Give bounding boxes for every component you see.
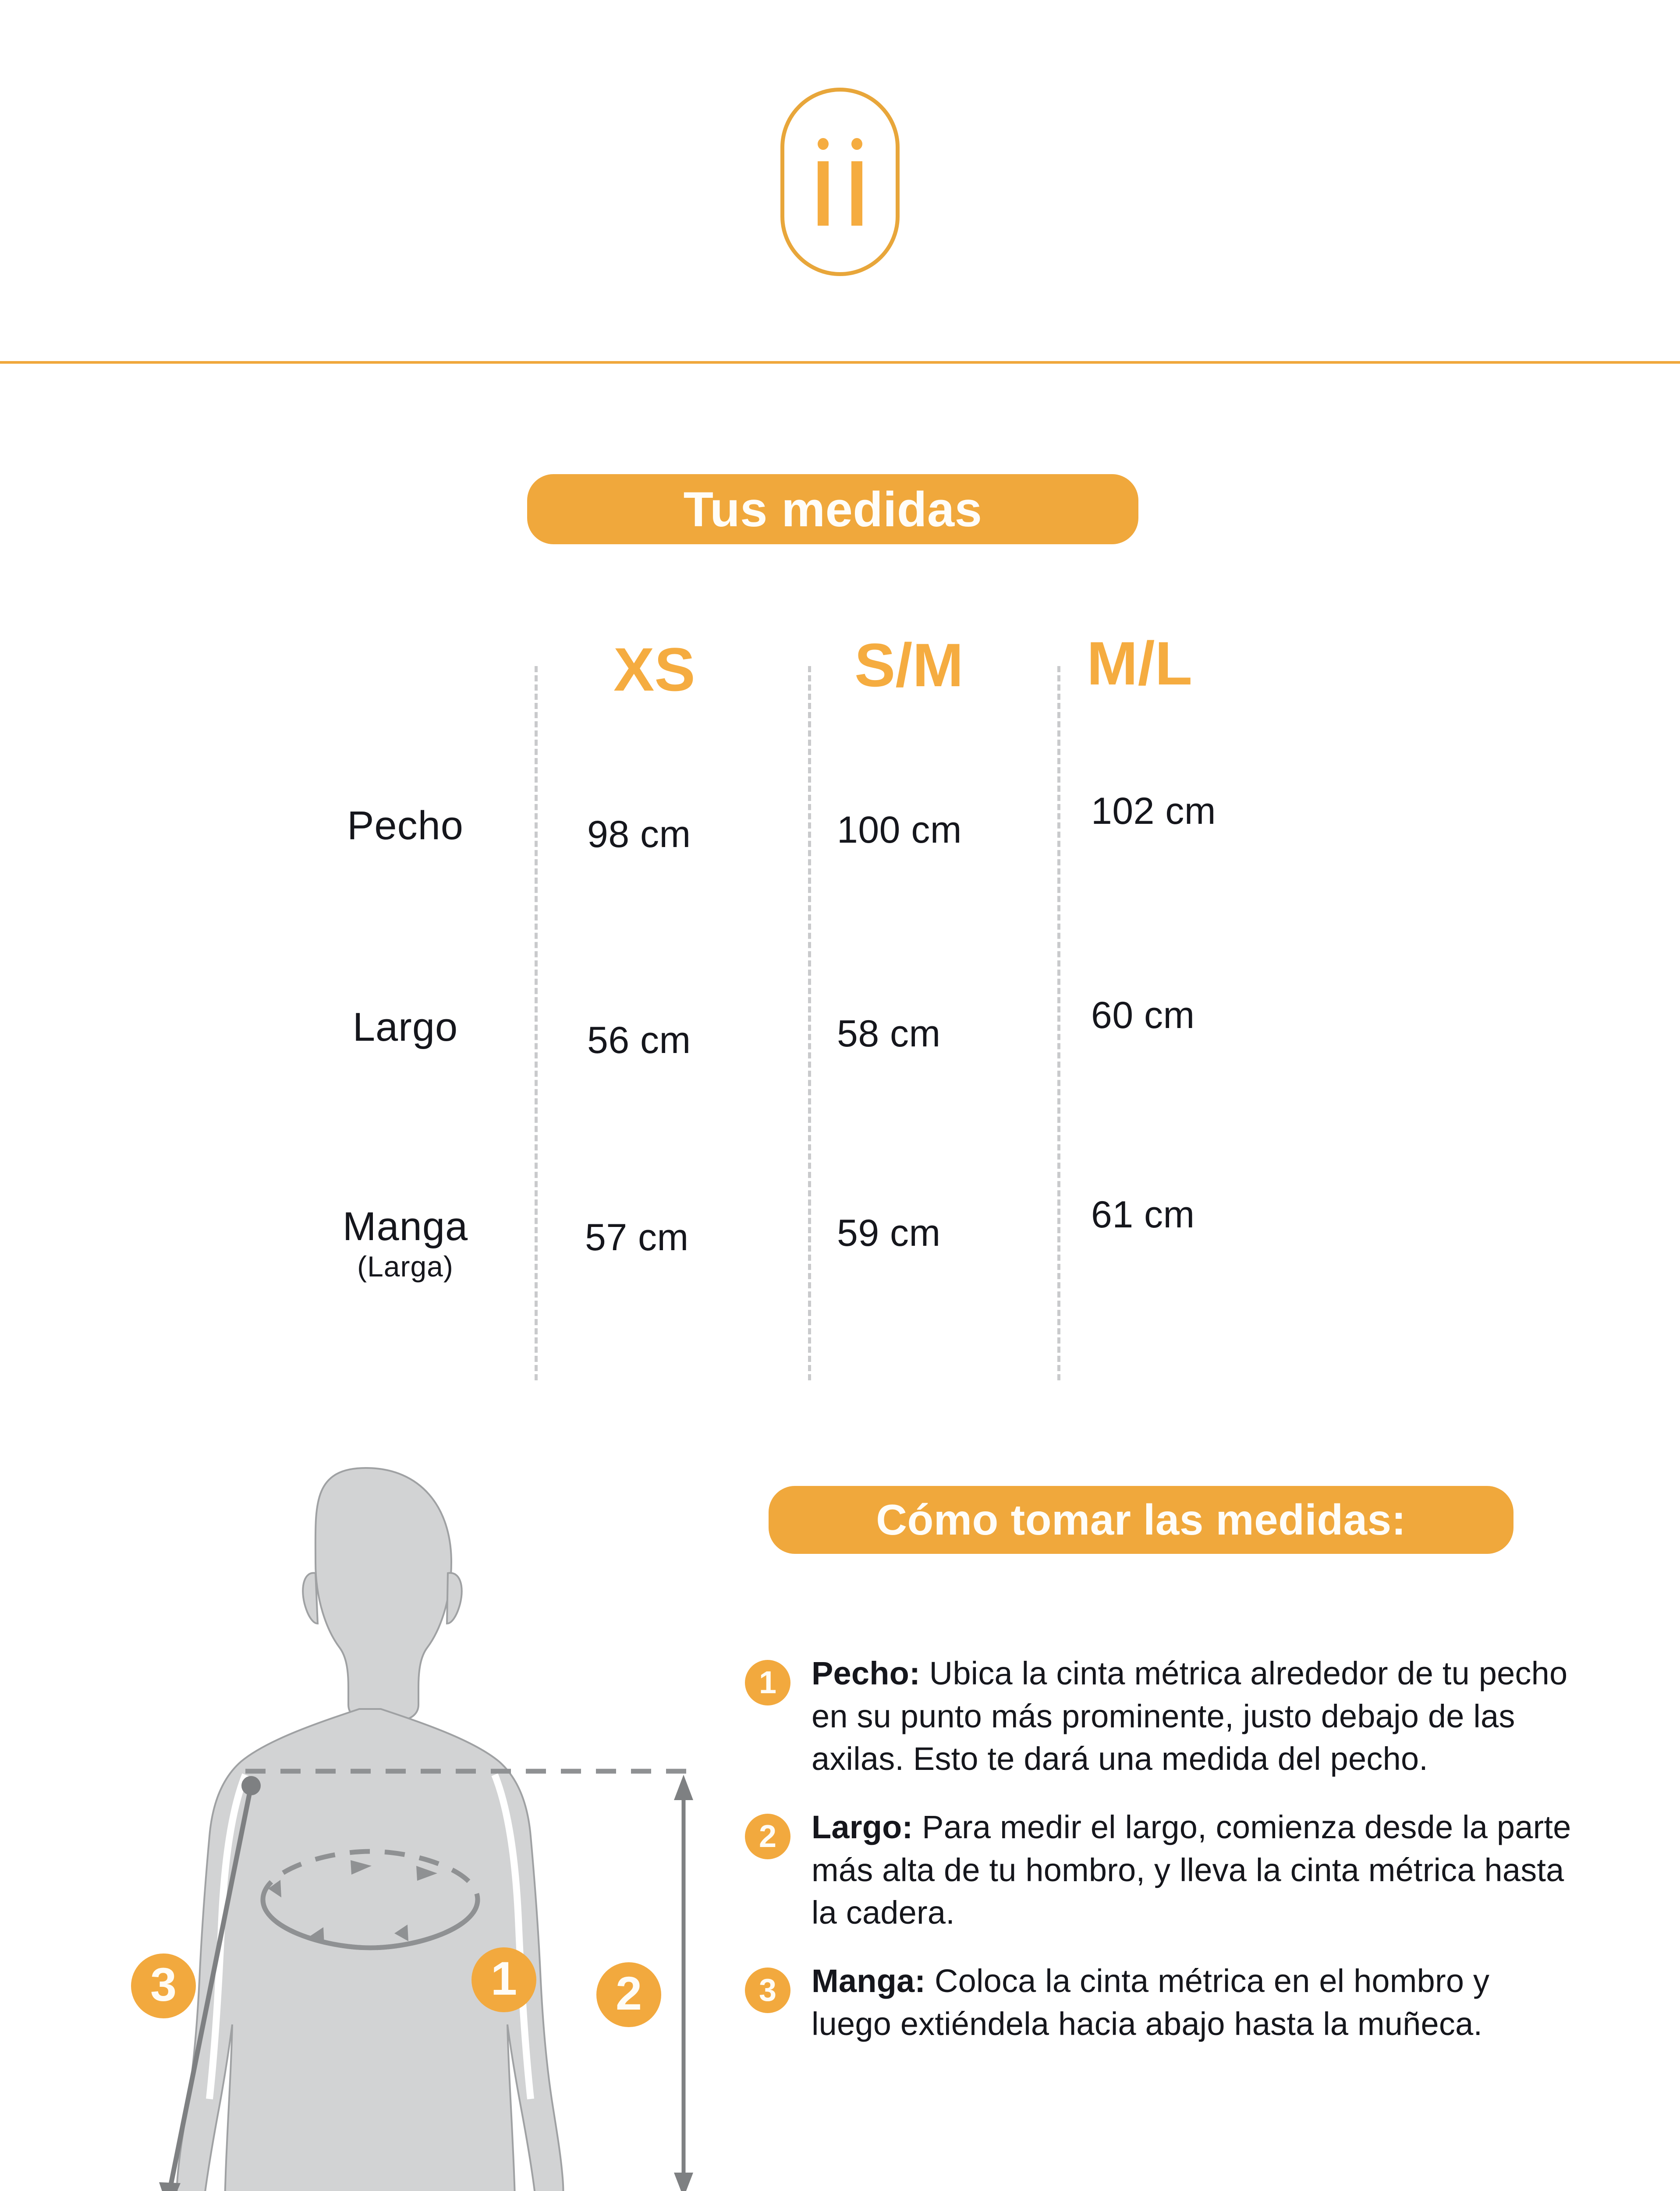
figure-marker-2: 2 <box>596 1962 661 2027</box>
measurements-table: XS S/M M/L Pecho 98 cm 100 cm 102 cm Lar… <box>245 627 1341 1380</box>
figure-marker-3: 3 <box>131 1953 196 2018</box>
column-divider-1 <box>535 666 538 1380</box>
header-divider <box>0 361 1680 364</box>
how-to-measure-title-badge: Cómo tomar las medidas: <box>769 1486 1513 1554</box>
instruction-term-1: Pecho: <box>812 1655 920 1691</box>
cell-manga-sm: 59 cm <box>837 1212 941 1254</box>
size-header-xs: XS <box>613 635 695 704</box>
cell-largo-xs: 56 cm <box>587 1019 691 1061</box>
figure-marker-2-label: 2 <box>616 1967 642 2020</box>
instruction-term-3: Manga: <box>812 1963 926 2000</box>
instruction-badge-2: 2 <box>745 1814 790 1860</box>
instruction-text-1: Pecho: Ubica la cinta métrica alrededor … <box>812 1652 1577 1780</box>
figure-marker-1: 1 <box>471 1947 536 2012</box>
column-divider-2 <box>808 666 811 1380</box>
logo-stem-right <box>851 161 862 226</box>
size-header-ml: M/L <box>1087 629 1193 698</box>
logo-letter-right <box>851 138 862 226</box>
row-label-largo: Largo <box>352 1005 458 1049</box>
instruction-badge-1: 1 <box>745 1660 790 1705</box>
logo-dot-left <box>818 138 829 150</box>
brand-logo-container <box>0 88 1680 276</box>
instruction-item-2: 2 Largo: Para medir el largo, comienza d… <box>745 1806 1577 1934</box>
cell-manga-xs: 57 cm <box>585 1216 689 1259</box>
row-label-manga-main: Manga <box>342 1204 468 1249</box>
instruction-term-2: Largo: <box>812 1809 913 1846</box>
instruction-item-3: 3 Manga: Coloca la cinta métrica en el h… <box>745 1960 1577 2045</box>
cell-pecho-sm: 100 cm <box>837 809 962 851</box>
body-silhouette <box>176 1467 564 2191</box>
column-divider-3 <box>1057 666 1060 1380</box>
measurements-title-badge: Tus medidas <box>527 474 1138 544</box>
chest-measure-ellipse <box>260 1849 480 1950</box>
instruction-body-3: Coloca la cinta métrica en el hombro y l… <box>812 1963 1490 2042</box>
row-label-manga-sub: (Larga) <box>357 1250 454 1283</box>
figure-marker-3-label: 3 <box>150 1958 177 2011</box>
row-label-pecho: Pecho <box>347 803 464 848</box>
instruction-text-3: Manga: Coloca la cinta métrica en el hom… <box>812 1960 1577 2045</box>
length-measure-arrow <box>674 1775 693 2191</box>
instruction-text-2: Largo: Para medir el largo, comienza des… <box>812 1806 1577 1934</box>
cell-largo-sm: 58 cm <box>837 1013 941 1055</box>
sleeve-measure-line <box>159 1776 261 2191</box>
ii-logo <box>780 88 900 276</box>
row-label-manga: Manga (Larga) <box>311 1205 500 1283</box>
logo-stem-left <box>818 161 829 226</box>
instruction-item-1: 1 Pecho: Ubica la cinta métrica alrededo… <box>745 1652 1577 1780</box>
figure-marker-1-label: 1 <box>491 1952 517 2005</box>
instruction-body-1: Ubica la cinta métrica alrededor de tu p… <box>812 1655 1568 1777</box>
instruction-badge-3: 3 <box>745 1968 790 2014</box>
cell-pecho-xs: 98 cm <box>587 813 691 855</box>
logo-dot-right <box>851 138 862 150</box>
cell-largo-ml: 60 cm <box>1091 994 1195 1036</box>
cell-pecho-ml: 102 cm <box>1091 790 1216 832</box>
how-to-measure-list: 1 Pecho: Ubica la cinta métrica alrededo… <box>745 1652 1577 2070</box>
logo-letter-left <box>818 138 829 226</box>
cell-manga-ml: 61 cm <box>1091 1194 1195 1236</box>
instruction-body-2: Para medir el largo, comienza desde la p… <box>812 1809 1571 1931</box>
size-header-sm: S/M <box>854 631 964 699</box>
body-figure-illustration: 1 2 3 <box>114 1442 736 2191</box>
